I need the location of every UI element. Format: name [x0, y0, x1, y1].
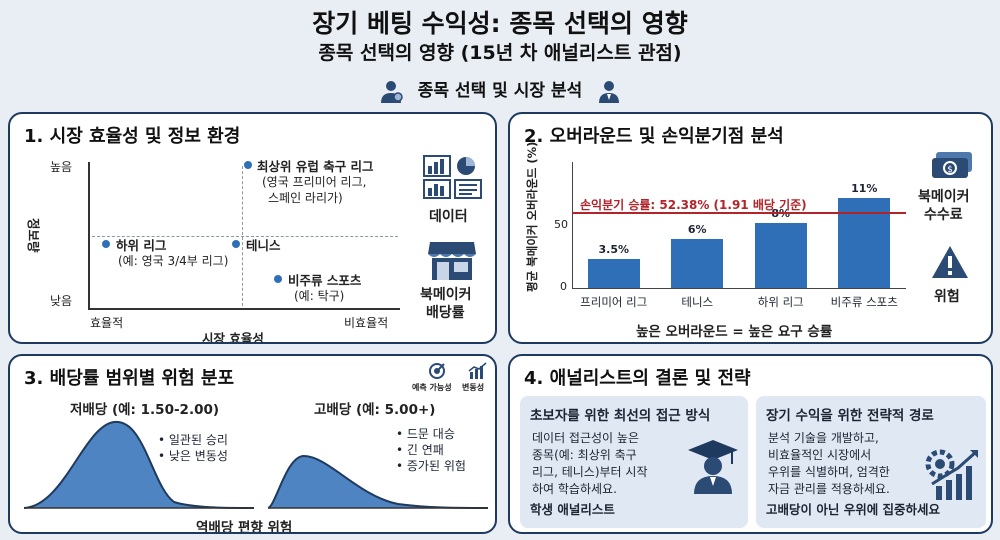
x-left-label: 효율적: [90, 316, 124, 330]
y-tick-label: 50: [554, 218, 568, 231]
x-axis-label: 시장 효율성: [202, 331, 264, 344]
card-line: 데이터 접근성이 높은: [532, 431, 639, 445]
y-high-label: 높음: [50, 160, 73, 174]
high-odds-bullet: • 증가된 위험: [396, 459, 466, 473]
card-line: 종목(예: 최상위 축구: [532, 448, 637, 462]
page-subtitle: 종목 선택의 영향 (15년 차 애널리스트 관점): [318, 42, 682, 64]
chart-footer: 높은 오버라운드 = 높은 요구 승률: [636, 324, 833, 340]
panel-title: 2. 오버라운드 및 손익분기점 분석: [524, 126, 784, 147]
y-low-label: 낮음: [50, 294, 73, 308]
bar-value-label: 11%: [851, 182, 878, 196]
point-tennis-label: 테니스: [246, 238, 281, 253]
risk-distribution-panel: 3. 배당률 범위별 위험 분포 예측 가능성 변동성 저배당 (예: 1.50…: [8, 354, 497, 534]
strategy-card: 장기 수익을 위한 전략적 경로 분석 기술을 개발하고, 비효율적인 시장에서…: [756, 396, 986, 528]
topic-line: 종목 선택 및 시장 분석: [0, 76, 1000, 104]
warning-icon: [932, 246, 968, 278]
point-tennis-marker: [232, 240, 240, 248]
chart-icon: [423, 155, 482, 199]
low-odds-title: 저배당 (예: 1.50-2.00): [70, 402, 220, 418]
x-right-label: 비효율적: [344, 316, 389, 330]
bookmaker-odds-label: 북메이커: [420, 287, 472, 303]
target-icon: [429, 363, 445, 379]
point-lower-league-marker: [102, 240, 110, 248]
y-axis-label: 정보량: [26, 218, 41, 253]
bar-3: [754, 222, 807, 288]
panel-title: 3. 배당률 범위별 위험 분포: [24, 368, 235, 389]
card-heading: 초보자를 위한 최선의 접근 방식: [530, 408, 711, 424]
x-category-label: 테니스: [681, 295, 714, 309]
card-line: 분석 기술을 개발하고,: [768, 431, 879, 445]
volatility-icon: [468, 362, 487, 379]
overround-panel: 2. 오버라운드 및 손익분기점 분석 평균 북메이커 오버라운드 (%) 50…: [508, 112, 993, 344]
conclusion-panel: 4. 애널리스트의 결론 및 전략 초보자를 위한 최선의 접근 방식 데이터 …: [508, 354, 993, 534]
low-odds-bullet: • 일관된 승리: [158, 433, 228, 447]
predictability-legend: 예측 가능성: [412, 383, 452, 392]
x-axis: [572, 288, 906, 289]
growth-chart-icon: [925, 449, 978, 500]
bar-1: [587, 259, 640, 288]
analyst-icon: [599, 81, 620, 103]
point-top-league-note: 스페인 라리가): [268, 191, 343, 205]
bar-value-label: 3.5%: [598, 243, 629, 257]
breakeven-line: [572, 212, 906, 214]
store-icon: [428, 242, 476, 280]
point-top-league-marker: [244, 161, 252, 169]
point-lower-league-label: 하위 리그: [116, 238, 167, 253]
y-axis-label: 평균 북메이커 오버라운드 (%): [525, 141, 539, 292]
point-niche-label: 비주류 스포츠: [288, 273, 362, 288]
card-footer: 학생 애널리스트: [530, 502, 615, 517]
money-icon: $: [932, 152, 972, 178]
low-odds-bullet: • 낮은 변동성: [158, 449, 228, 463]
x-category-label: 하위 리그: [757, 295, 804, 309]
bar-value-label: 6%: [687, 223, 707, 236]
x-axis: [88, 308, 400, 310]
point-top-league-label: 최상위 유럽 축구 리그: [257, 159, 374, 174]
high-odds-bullet: • 긴 연패: [396, 443, 444, 457]
graduate-icon: [688, 440, 738, 494]
volatility-legend: 변동성: [462, 383, 485, 392]
panel-title: 4. 애널리스트의 결론 및 전략: [524, 368, 751, 389]
card-line: 자금 관리를 적용하세요.: [768, 482, 890, 496]
fee-label: 북메이커: [918, 189, 970, 205]
bookmaker-odds-label: 배당률: [426, 305, 465, 321]
high-odds-title: 고배당 (예: 5.00+): [314, 402, 436, 418]
risk-label: 위험: [934, 289, 960, 305]
card-line: 리그, 테니스)부터 시작: [532, 465, 648, 479]
x-category-label: 비주류 스포츠: [830, 295, 898, 309]
analyst-icon: [380, 81, 403, 103]
point-niche-note: (예: 탁구): [294, 289, 345, 303]
point-top-league-note: (영국 프리미어 리그,: [262, 175, 367, 189]
page-title: 장기 베팅 수익성: 종목 선택의 영향: [312, 9, 688, 38]
bar-2: [671, 239, 724, 288]
card-line: 하여 학습하세요.: [532, 482, 617, 496]
y-tick-label: 0: [560, 280, 567, 293]
panel-title: 1. 시장 효율성 및 정보 환경: [24, 126, 241, 147]
high-odds-bullet: • 드문 대승: [396, 427, 455, 441]
low-odds-distribution: [24, 420, 254, 509]
card-footer: 고배당이 아닌 우위에 집중하세요: [766, 502, 941, 517]
y-axis: [88, 162, 90, 310]
svg-text:$: $: [947, 165, 953, 175]
beginner-card: 초보자를 위한 최선의 접근 방식 데이터 접근성이 높은 종목(예: 최상위 …: [520, 396, 748, 528]
quadrant-divider-h: [92, 236, 398, 237]
card-heading: 장기 수익을 위한 전략적 경로: [766, 408, 934, 424]
point-niche-marker: [274, 275, 282, 283]
topic-label: 종목 선택 및 시장 분석: [417, 81, 583, 101]
market-efficiency-panel: 1. 시장 효율성 및 정보 환경 높음 낮음 정보량 효율적 비효율적 시장 …: [8, 112, 497, 344]
card-line: 비효율적인 시장에서: [768, 448, 872, 462]
point-lower-league-note: (예: 영국 3/4부 리그): [118, 254, 229, 268]
card-line: 우위를 식별하며, 엄격한: [768, 465, 890, 479]
high-odds-distribution: [268, 454, 488, 509]
breakeven-label: 손익분기 승률: 52.38% (1.91 배당 기준): [580, 198, 807, 212]
x-category-label: 프리미어 리그: [580, 295, 648, 309]
fee-label: 수수료: [924, 207, 963, 223]
data-label: 데이터: [429, 209, 468, 225]
y-axis: [572, 162, 573, 288]
panel-footer: 역배당 편향 위험: [196, 520, 293, 534]
